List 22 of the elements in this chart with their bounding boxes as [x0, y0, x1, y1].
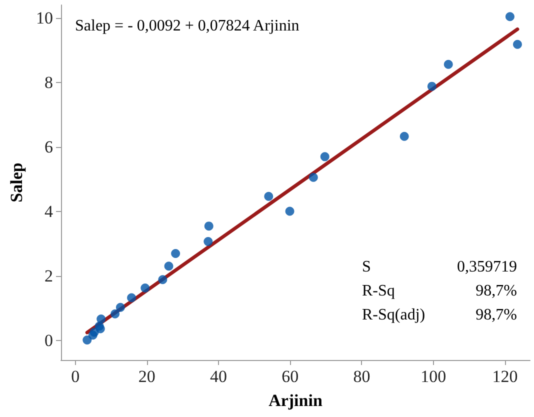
x-tick-label: 60 [282, 367, 299, 386]
y-tick-label: 4 [44, 202, 54, 222]
x-tick-label: 40 [210, 367, 228, 386]
y-tick-label: 8 [44, 72, 53, 92]
annotation: R-Sq(adj) [362, 306, 426, 324]
y-axis-title: Salep [7, 162, 26, 202]
x-tick-label: 100 [420, 367, 446, 386]
x-tick-label: 0 [71, 367, 80, 386]
annotation: Salep = - 0,0092 + 0,07824 Arjinin [75, 18, 300, 34]
annotation: S [362, 258, 371, 276]
annotation: 98,7% [476, 306, 517, 324]
x-tick-label: 120 [492, 367, 518, 386]
x-axis-title: Arjinin [268, 391, 323, 410]
annotation: 0,359719 [457, 258, 517, 276]
y-tick-label: 2 [44, 266, 53, 286]
x-tick-label: 20 [138, 367, 156, 386]
y-tick-label: 10 [36, 8, 53, 28]
x-tick-label: 80 [353, 367, 370, 386]
y-tick-label: 0 [44, 331, 53, 350]
annotation: 98,7% [476, 282, 517, 300]
y-tick-label: 6 [44, 138, 53, 156]
annotation: R-Sq [362, 282, 395, 300]
